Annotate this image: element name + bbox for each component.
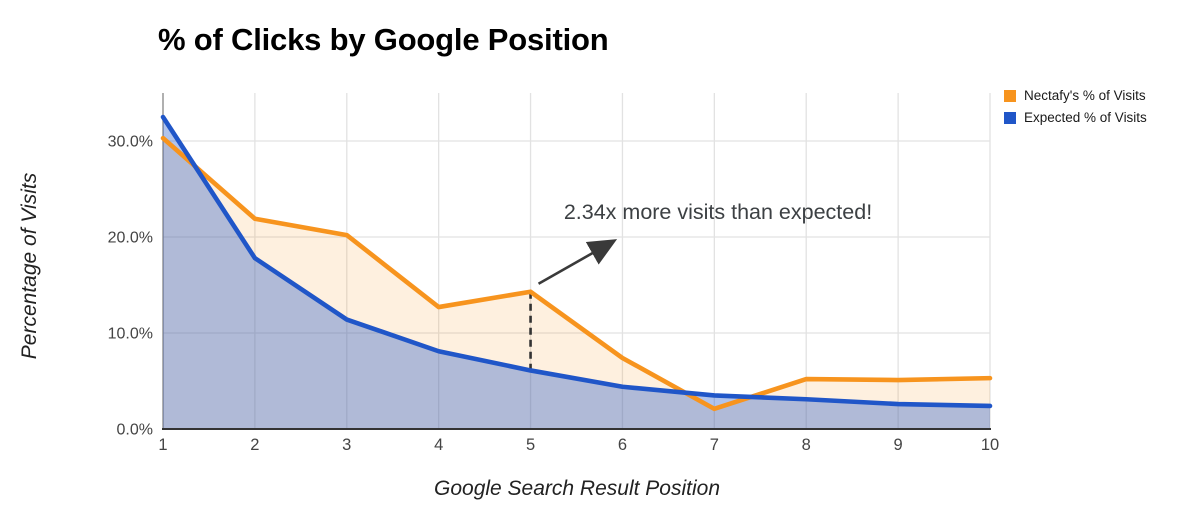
x-tick-label: 3 [342, 436, 351, 454]
y-tick-label: 10.0% [108, 326, 153, 343]
annotation-arrow-icon [537, 239, 618, 285]
x-tick-label: 10 [981, 436, 999, 454]
chart-legend: Nectafy's % of Visits Expected % of Visi… [1004, 88, 1147, 125]
expected-area-fill [163, 117, 990, 429]
y-axis-title: Percentage of Visits [18, 172, 41, 360]
chart-title: % of Clicks by Google Position [158, 22, 609, 57]
y-tick-label: 30.0% [108, 134, 153, 151]
legend-label-nectafy: Nectafy's % of Visits [1024, 88, 1146, 103]
nectafy-line [160, 135, 993, 412]
legend-item-nectafy: Nectafy's % of Visits [1004, 88, 1147, 103]
expected-line [160, 114, 993, 409]
legend-label-expected: Expected % of Visits [1024, 110, 1147, 125]
x-tick-label: 2 [250, 436, 259, 454]
y-tick-label: 20.0% [108, 230, 153, 247]
x-tick-label: 5 [526, 436, 535, 454]
nectafy-area-fill [163, 138, 990, 429]
x-tick-label: 1 [158, 436, 167, 454]
y-tick-label: 0.0% [117, 422, 153, 439]
annotation-callout: 2.34x more visits than expected! [563, 200, 873, 224]
x-tick-label: 6 [618, 436, 627, 454]
x-tick-label: 8 [802, 436, 811, 454]
x-tick-label: 9 [894, 436, 903, 454]
x-tick-label: 4 [434, 436, 443, 454]
expected-series-swatch-icon [1004, 111, 1016, 124]
nectafy-series-swatch-icon [1004, 89, 1016, 102]
x-tick-label: 7 [710, 436, 719, 454]
legend-item-expected: Expected % of Visits [1004, 110, 1147, 125]
x-axis-title: Google Search Result Position [434, 477, 720, 500]
